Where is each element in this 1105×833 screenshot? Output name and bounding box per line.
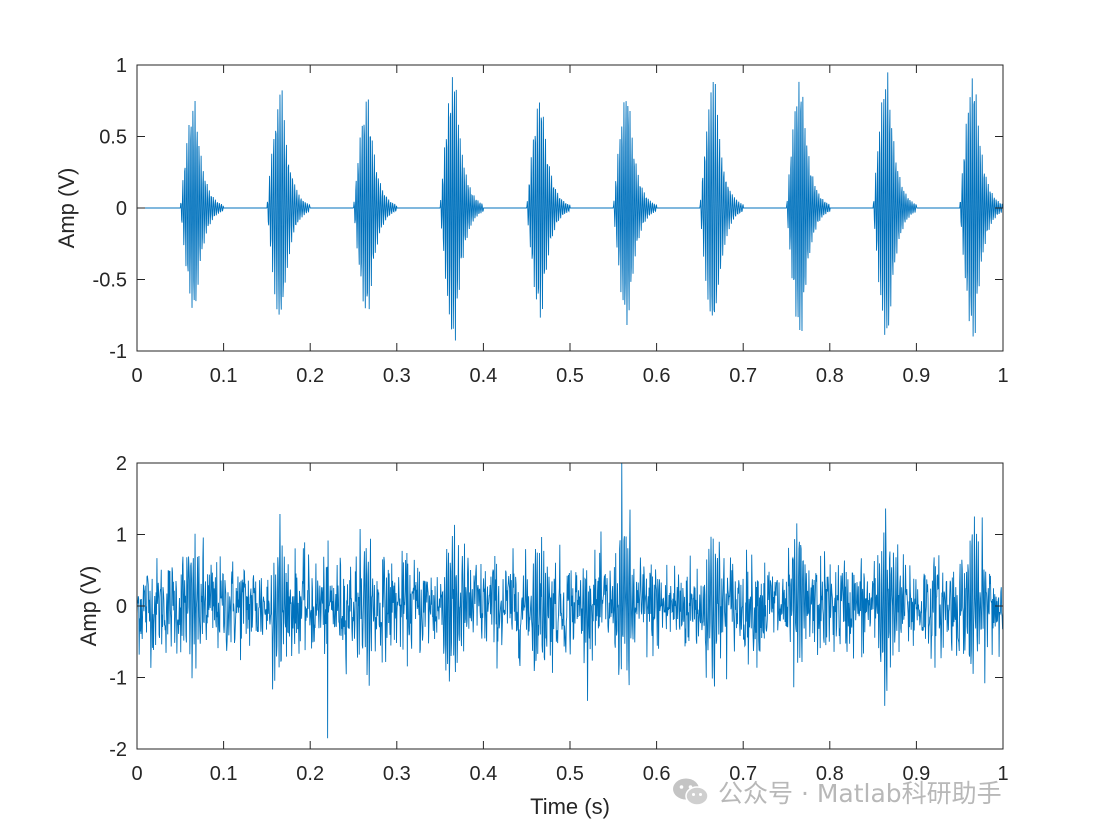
- x-tick-label: 0.3: [383, 763, 411, 785]
- y-tick-label: -2: [109, 739, 127, 761]
- x-tick-label: 1: [997, 365, 1008, 387]
- x-tick-label: 0.7: [729, 365, 757, 387]
- x-tick-label: 0.9: [902, 763, 930, 785]
- x-axis-label: Time (s): [530, 794, 610, 819]
- x-tick-label: 0.2: [296, 365, 324, 387]
- wechat-icon: [673, 778, 709, 806]
- y-tick-label: -1: [109, 668, 127, 690]
- x-tick-label: 0.3: [383, 365, 411, 387]
- x-tick-label: 0.1: [210, 763, 238, 785]
- x-tick-label: 0.7: [729, 763, 757, 785]
- watermark-text: 公众号 · Matlab科研助手: [718, 779, 1002, 808]
- x-tick-label: 0.1: [210, 365, 238, 387]
- y-tick-label: 0.5: [99, 127, 127, 149]
- x-tick-label: 0.4: [469, 365, 497, 387]
- y-tick-label: 0: [116, 198, 127, 220]
- y-tick-label: 2: [116, 453, 127, 475]
- noisy-signal-plot: 0 0.1 0.2 0.3 0.4 0.5 0.6 0.7 0.8 0.9 1 -2 -1 0 1 2 Amp …: [76, 453, 1009, 819]
- y-tick-label: -1: [109, 341, 127, 363]
- y-axis-label: Amp (V): [54, 168, 79, 249]
- signal-line-1: [136, 462, 1004, 739]
- x-tick-label: 0.6: [643, 365, 671, 387]
- watermark: 公众号 · Matlab科研助手: [672, 770, 1002, 814]
- x-tick-label: 1: [997, 763, 1008, 785]
- x-tick-label: 0.5: [556, 365, 584, 387]
- y-tick-label: -0.5: [93, 270, 127, 292]
- x-tick-label: 0.8: [816, 365, 844, 387]
- x-tick-label: 0.5: [556, 763, 584, 785]
- signal-line-0: [137, 72, 1004, 341]
- y-tick-label: 0: [116, 596, 127, 618]
- x-tick-label: 0: [131, 365, 142, 387]
- y-tick-label: 1: [116, 525, 127, 547]
- x-tick-label: 0.9: [902, 365, 930, 387]
- y-axis-label: Amp (V): [76, 566, 101, 647]
- x-tick-label: 0: [131, 763, 142, 785]
- x-tick-label: 0.2: [296, 763, 324, 785]
- x-tick-label: 0.4: [469, 763, 497, 785]
- x-tick-label: 0.6: [643, 763, 671, 785]
- x-tick-label: 0.8: [816, 763, 844, 785]
- top-signal-plot: 0 0.1 0.2 0.3 0.4 0.5 0.6 0.7 0.8 0.9 1 -1 -0.5 0 0.5 1…: [54, 55, 1009, 387]
- y-tick-label: 1: [116, 55, 127, 77]
